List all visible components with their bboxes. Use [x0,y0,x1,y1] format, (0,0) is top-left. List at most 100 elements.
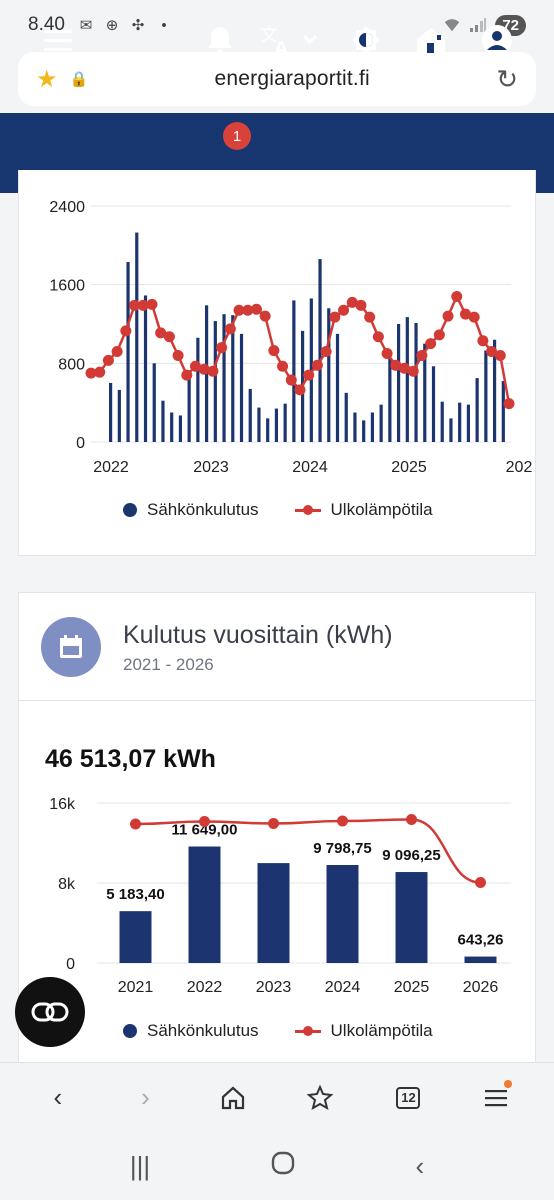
consumption-bar [327,308,331,442]
temperature-point [111,346,123,358]
consumption-bar [464,956,497,963]
consumption-bar [187,378,191,442]
consumption-bar [283,403,287,442]
theme-toggle-icon[interactable] [350,22,382,58]
hamburger-menu-icon[interactable] [42,22,74,58]
monthly-chart: 2400 1600 800 0 2022 2023 2024 2025 202 [49,199,533,476]
y-tick-label: 8k [58,876,76,893]
temperature-point [94,366,106,378]
consumption-bar [396,324,401,442]
temperature-point [381,348,393,359]
legend-temperature[interactable]: Ulkolämpötila [294,1021,433,1041]
bar-data-label: 9 798,75 [313,840,371,857]
svg-text:A: A [274,38,288,57]
mail-icon: ✉ [79,17,93,34]
consumption-bar [353,412,357,442]
x-tick-label: 2025 [391,459,427,476]
temperature-point [198,363,210,375]
consumption-bar [239,333,244,442]
card-subtitle: 2021 - 2026 [123,655,214,674]
legend-temperature[interactable]: Ulkolämpötila [294,500,433,520]
browser-menu-icon[interactable] [474,1076,518,1120]
temperature-point [181,369,193,381]
url-text[interactable]: energiaraportit.fi [214,67,370,90]
temperature-point [475,877,486,888]
link-fab-button[interactable] [15,977,85,1047]
temperature-point [486,346,498,358]
consumption-bar [423,343,427,442]
consumption-bar [135,232,139,442]
house-icon[interactable] [414,22,448,58]
consumption-bar [196,337,200,442]
bar-data-label: 5 183,40 [106,886,164,903]
temperature-point [199,816,210,827]
temperature-point [364,311,376,323]
consumption-bar [414,323,418,442]
consumption-bar [475,378,479,442]
menu-update-dot [504,1079,513,1088]
consumption-bar [335,333,340,442]
legend-consumption[interactable]: Sähkönkulutus [123,1021,259,1041]
consumption-bar [388,355,392,442]
reload-icon[interactable]: ↻ [496,63,518,94]
x-tick-label: 202 [506,459,533,476]
notification-badge: 1 [223,122,251,150]
card-title: Kulutus vuosittain (kWh) [123,621,393,649]
consumption-bar [126,262,130,442]
wifi-icon [443,16,461,34]
bookmarks-icon[interactable] [299,1076,343,1120]
temperature-point [268,345,280,357]
consumption-bar [449,418,453,442]
consumption-bar [274,408,279,442]
temperature-point [242,304,254,316]
temperature-point [433,329,445,341]
consumption-bar [222,314,226,442]
legend-line [294,1025,321,1036]
x-tick-label: 2022 [93,459,129,476]
temperature-point [399,362,410,374]
yearly-card: Kulutus vuosittain (kWh) 2021 - 2026 46 … [18,592,536,1092]
tabs-count: 12 [396,1086,421,1109]
yearly-card-header: Kulutus vuosittain (kWh) 2021 - 2026 [19,593,535,701]
legend-temperature-label: Ulkolämpötila [330,1021,433,1040]
temperature-point [285,374,297,386]
app-icon: ⊕ [105,17,119,34]
consumption-bar [143,295,148,442]
temperature-point [407,365,419,377]
url-bar[interactable]: ★ 🔒 energiaraportit.fi ↻ [18,52,536,106]
back-nav-icon[interactable]: ‹ [415,1150,425,1181]
bookmark-star-icon[interactable]: ★ [36,65,58,93]
recent-apps-icon[interactable]: ||| [129,1150,151,1181]
home-circle-icon[interactable] [270,1150,296,1183]
bar-data-label: 11 649,00 [172,822,238,839]
consumption-bar [484,350,488,442]
consumption-bar [370,412,375,442]
y-tick-label: 0 [76,435,85,452]
consumption-bar [231,315,235,442]
consumption-bar [266,418,270,442]
consumption-bar [248,388,252,442]
temperature-point [130,818,141,830]
home-icon[interactable] [211,1076,255,1120]
consumption-bar [492,339,497,442]
consumption-bar [117,389,121,442]
lock-icon: 🔒 [69,71,89,88]
consumption-bar [309,298,313,442]
temperature-point [268,818,279,829]
forward-icon[interactable]: › [141,1082,150,1112]
temperature-point [207,365,219,377]
y-tick-label: 16k [49,796,76,813]
tabs-icon[interactable]: 12 [386,1076,430,1120]
x-tick-label: 2024 [292,459,328,476]
user-avatar-icon[interactable] [480,22,514,58]
legend-consumption-label: Sähkönkulutus [147,1021,259,1040]
temperature-point [277,360,289,372]
consumption-bar [213,321,217,442]
temperature-point [416,349,428,361]
bell-icon[interactable] [204,22,236,58]
legend-consumption[interactable]: Sähkönkulutus [123,500,259,520]
monthly-chart-card: 2400 1600 800 0 2022 2023 2024 2025 202 Sähkönku… [18,170,536,556]
back-icon[interactable]: ‹ [53,1082,63,1112]
consumption-bar [362,420,366,442]
